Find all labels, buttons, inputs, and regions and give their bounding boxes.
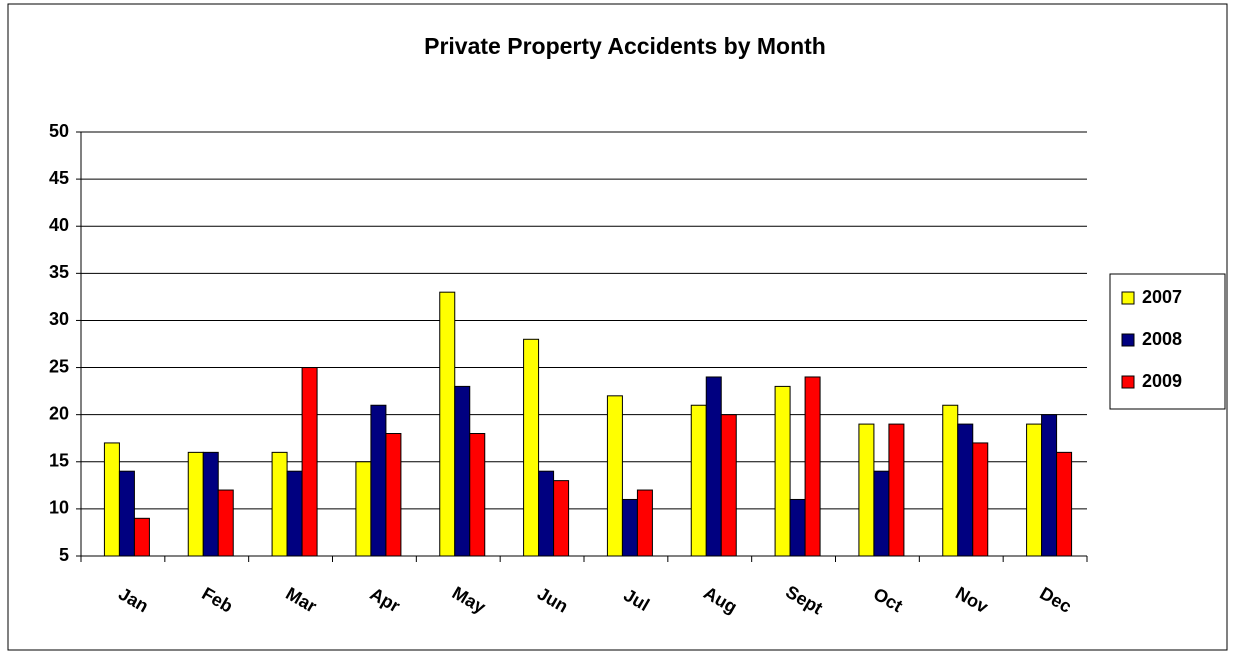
bar bbox=[720, 414, 737, 557]
legend-swatch bbox=[1121, 375, 1135, 389]
y-tick-label: 5 bbox=[59, 545, 69, 565]
bar bbox=[217, 489, 234, 557]
bar bbox=[370, 404, 387, 557]
bar bbox=[942, 404, 959, 557]
bar bbox=[187, 451, 204, 557]
bar bbox=[888, 423, 905, 557]
legend-label: 2007 bbox=[1142, 287, 1182, 307]
bar bbox=[1026, 423, 1043, 557]
bar bbox=[523, 338, 540, 557]
bar bbox=[1056, 451, 1073, 557]
y-tick-label: 25 bbox=[49, 356, 69, 376]
y-tick-label: 20 bbox=[49, 403, 69, 423]
bar bbox=[286, 470, 303, 557]
y-tick-label: 30 bbox=[49, 309, 69, 329]
legend-label: 2009 bbox=[1142, 371, 1182, 391]
bar bbox=[1041, 414, 1058, 557]
y-tick-label: 10 bbox=[49, 498, 69, 518]
bar bbox=[636, 489, 653, 557]
bar bbox=[271, 451, 288, 557]
bar bbox=[355, 461, 372, 557]
bar bbox=[469, 433, 486, 557]
bar bbox=[454, 385, 471, 557]
bar bbox=[103, 442, 120, 557]
bar bbox=[385, 433, 402, 557]
bar bbox=[858, 423, 875, 557]
bar bbox=[705, 376, 722, 557]
bar bbox=[133, 517, 150, 557]
bar bbox=[774, 385, 791, 557]
y-tick-label: 15 bbox=[49, 451, 69, 471]
bar bbox=[621, 498, 638, 557]
legend-label: 2008 bbox=[1142, 329, 1182, 349]
y-tick-label: 35 bbox=[49, 262, 69, 282]
bar bbox=[118, 470, 135, 557]
bar bbox=[301, 367, 318, 557]
bar bbox=[972, 442, 989, 557]
bar bbox=[439, 291, 456, 557]
y-tick-label: 40 bbox=[49, 215, 69, 235]
y-tick-label: 50 bbox=[49, 121, 69, 141]
legend-swatch bbox=[1121, 291, 1135, 305]
chart-title: Private Property Accidents by Month bbox=[424, 33, 826, 59]
bar bbox=[606, 395, 623, 557]
legend-swatch bbox=[1121, 333, 1135, 347]
bar bbox=[873, 470, 890, 557]
bar bbox=[804, 376, 821, 557]
bar bbox=[957, 423, 974, 557]
bar bbox=[538, 470, 555, 557]
bar bbox=[202, 451, 219, 557]
bar bbox=[789, 498, 806, 557]
y-tick-label: 45 bbox=[49, 168, 69, 188]
bar bbox=[690, 404, 707, 557]
bar bbox=[553, 480, 570, 557]
